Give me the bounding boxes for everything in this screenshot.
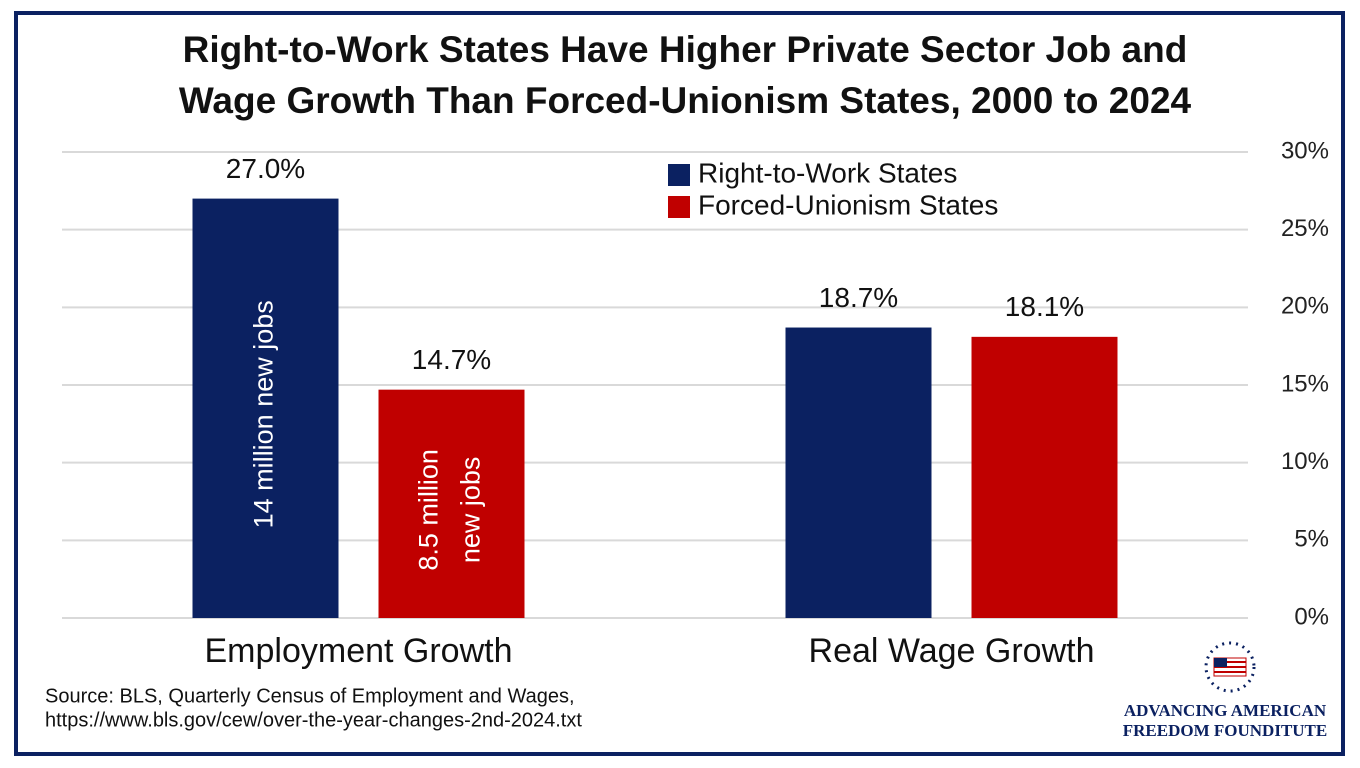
legend-label: Right-to-Work States — [698, 157, 957, 188]
legend-swatch — [668, 164, 690, 186]
y-tick-label: 25% — [1281, 215, 1329, 242]
logo-emblem — [1204, 641, 1256, 693]
data-label: 18.1% — [1005, 291, 1084, 322]
source-note: https://www.bls.gov/cew/over-the-year-ch… — [45, 709, 582, 731]
bar-annotation: new jobs — [456, 457, 486, 564]
bar-annotation: 14 million new jobs — [249, 300, 279, 528]
data-label: 18.7% — [819, 282, 898, 313]
data-label: 27.0% — [226, 153, 305, 184]
data-label: 14.7% — [412, 344, 491, 375]
bar — [192, 198, 339, 618]
logo-text: FREEDOM FOUNDITUTE — [1123, 721, 1327, 740]
source-note: Source: BLS, Quarterly Census of Employm… — [45, 685, 575, 707]
bar-annotation: 8.5 million — [414, 449, 444, 571]
bar — [785, 327, 932, 618]
legend-label: Forced-Unionism States — [698, 189, 998, 220]
bar — [971, 336, 1118, 618]
chart-title: Right-to-Work States Have Higher Private… — [183, 29, 1188, 70]
x-tick-label: Real Wage Growth — [809, 632, 1095, 670]
y-tick-label: 0% — [1294, 603, 1329, 630]
logo-text: ADVANCING AMERICAN — [1124, 701, 1327, 720]
legend-swatch — [668, 196, 690, 218]
y-tick-label: 15% — [1281, 370, 1329, 397]
y-tick-label: 30% — [1281, 137, 1329, 164]
y-tick-label: 10% — [1281, 448, 1329, 475]
y-tick-label: 5% — [1294, 526, 1329, 553]
y-tick-label: 20% — [1281, 293, 1329, 320]
x-tick-label: Employment Growth — [205, 632, 513, 670]
chart-title: Wage Growth Than Forced-Unionism States,… — [179, 80, 1192, 121]
bar — [378, 389, 525, 618]
